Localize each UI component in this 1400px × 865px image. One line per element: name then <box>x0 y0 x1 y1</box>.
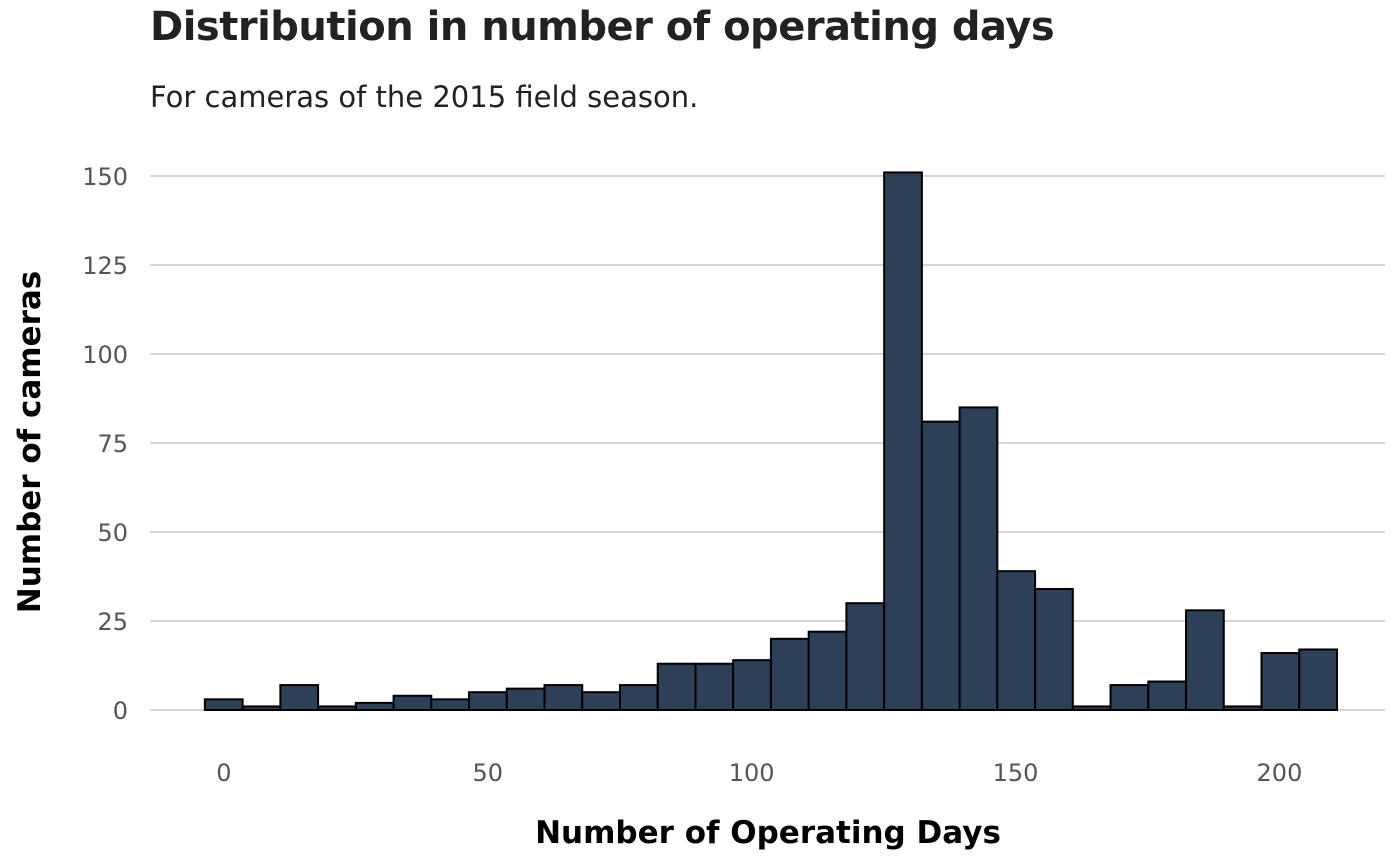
histogram-bar <box>1147 680 1188 712</box>
chart-subtitle: For cameras of the 2015 field season. <box>150 80 699 114</box>
histogram-bar <box>392 694 433 712</box>
histogram-bar <box>920 420 961 711</box>
histogram-bar <box>241 705 282 712</box>
chart-title: Distribution in number of operating days <box>150 4 1055 50</box>
histogram-bar <box>1034 587 1074 712</box>
x-tick-label: 0 <box>216 759 231 787</box>
x-tick-label: 150 <box>993 759 1039 787</box>
histogram-bar <box>618 684 659 712</box>
histogram-bar <box>543 684 584 712</box>
y-tick-label: 100 <box>82 341 128 369</box>
histogram-bar <box>1298 648 1338 711</box>
histogram-bar <box>732 659 772 711</box>
histogram-bar <box>468 691 508 712</box>
x-tick-label: 50 <box>473 759 504 787</box>
histogram-bar <box>279 684 320 712</box>
histogram-bar <box>354 701 395 712</box>
x-axis-ticks: 0 50 100 150 200 <box>216 759 1302 787</box>
y-tick-label: 125 <box>82 252 128 280</box>
y-tick-label: 0 <box>113 697 128 725</box>
histogram-bar <box>958 406 999 711</box>
x-axis-title: Number of Operating Days <box>535 815 1001 851</box>
y-tick-label: 25 <box>97 608 128 636</box>
y-tick-label: 75 <box>97 430 128 458</box>
y-tick-label: 150 <box>82 163 128 191</box>
histogram-bar <box>996 570 1037 711</box>
histogram-bar <box>769 637 810 711</box>
histogram-bar <box>1071 705 1112 712</box>
x-tick-label: 100 <box>729 759 775 787</box>
histogram-bar <box>203 698 244 712</box>
y-tick-label: 50 <box>97 519 128 547</box>
histogram-bar <box>845 602 886 712</box>
histogram-bar <box>1185 609 1225 712</box>
x-tick-label: 200 <box>1257 759 1303 787</box>
histogram-bar <box>694 662 735 711</box>
bars <box>203 171 1338 712</box>
histogram-bar <box>1222 705 1263 712</box>
histogram-bar <box>883 171 923 711</box>
histogram-bar <box>807 630 848 711</box>
histogram-bar <box>505 687 546 712</box>
histogram-bar <box>581 691 621 712</box>
histogram-bar <box>1260 652 1301 711</box>
histogram-bar <box>430 698 471 712</box>
y-axis-ticks: 0 25 50 75 100 125 150 <box>82 163 128 725</box>
histogram-bar <box>317 705 357 712</box>
y-axis-title: Number of cameras <box>12 271 48 613</box>
histogram-bar <box>1109 684 1150 712</box>
histogram-bar <box>656 662 697 711</box>
